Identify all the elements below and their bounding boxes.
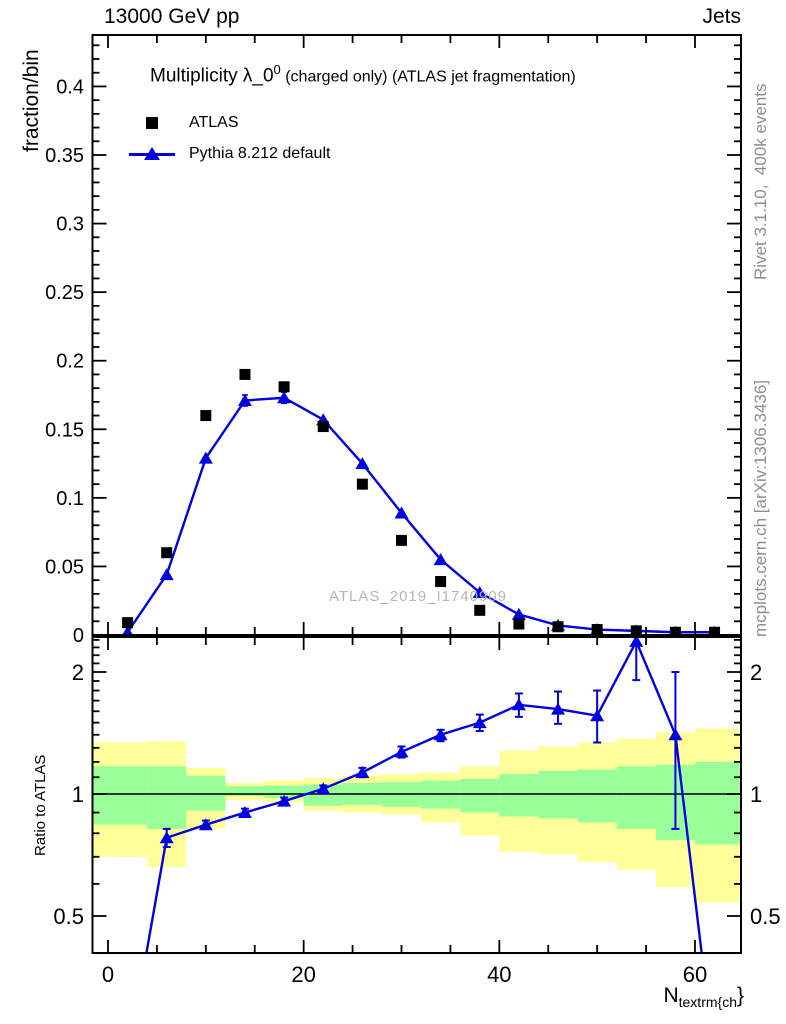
ratio-point bbox=[159, 831, 174, 844]
ratio-point bbox=[590, 709, 605, 722]
x-axis-label-prefix: N bbox=[663, 984, 679, 1007]
atlas-point bbox=[669, 626, 681, 634]
header-analysis-label: Jets bbox=[702, 5, 741, 28]
ratio-curve bbox=[145, 638, 703, 952]
x-axis-label-subscript: textrm{ch bbox=[678, 994, 737, 1011]
ratio-plot-frame bbox=[91, 636, 742, 954]
ratio-point bbox=[668, 728, 683, 741]
atlas-point bbox=[552, 621, 564, 633]
ratio-point bbox=[198, 818, 213, 831]
ratio-point bbox=[551, 702, 566, 715]
ratio-point bbox=[237, 806, 252, 819]
svg-text:0.3: 0.3 bbox=[56, 214, 84, 236]
pythia-point bbox=[511, 607, 526, 620]
svg-text:0.5: 0.5 bbox=[53, 904, 84, 929]
analysis-watermark: ATLAS_2019_I1740909 bbox=[329, 588, 508, 605]
plot-title-prefix: Multiplicity λ_0 bbox=[150, 65, 274, 87]
mcplots-arxiv-note: mcplots.cern.ch [arXiv:1306.3436] bbox=[751, 379, 770, 637]
svg-text:0.2: 0.2 bbox=[56, 351, 84, 373]
pythia-point bbox=[277, 391, 292, 404]
uncertainty-bands bbox=[93, 728, 740, 903]
atlas-point bbox=[513, 618, 525, 630]
header-beam-label: 13000 GeV pp bbox=[104, 5, 240, 28]
svg-text:0: 0 bbox=[102, 962, 114, 987]
pythia-curve bbox=[126, 396, 715, 634]
plot-title-suffix: (charged only) (ATLAS jet fragmentation) bbox=[280, 68, 576, 86]
ratio-point bbox=[316, 782, 331, 795]
axis-ticks bbox=[92, 35, 741, 953]
ratio-point bbox=[629, 638, 644, 647]
pythia-point bbox=[355, 457, 370, 470]
ratio-point bbox=[472, 716, 487, 729]
ratio-point bbox=[433, 728, 448, 741]
atlas-point bbox=[239, 368, 251, 380]
atlas-point bbox=[435, 576, 447, 588]
atlas-point bbox=[395, 534, 407, 546]
pythia-point bbox=[433, 553, 448, 566]
svg-text:0.5: 0.5 bbox=[750, 904, 781, 929]
pythia-point bbox=[198, 451, 213, 464]
svg-text:1: 1 bbox=[72, 782, 84, 807]
pythia-line-triangle-icon bbox=[129, 146, 175, 162]
legend-item-atlas: ATLAS bbox=[129, 108, 239, 138]
svg-text:20: 20 bbox=[291, 962, 315, 987]
svg-text:0.25: 0.25 bbox=[45, 282, 84, 304]
legend-item-pythia: Pythia 8.212 default bbox=[129, 139, 330, 169]
svg-text:0.15: 0.15 bbox=[45, 419, 84, 441]
svg-text:0: 0 bbox=[73, 625, 84, 647]
ratio-point bbox=[394, 745, 409, 758]
ratio-point bbox=[511, 698, 526, 711]
plot-title: Multiplicity λ_00 (charged only) (ATLAS … bbox=[150, 62, 576, 87]
atlas-point bbox=[317, 421, 329, 433]
svg-text:0.35: 0.35 bbox=[45, 145, 84, 167]
pythia-point bbox=[394, 506, 409, 519]
ratio-point bbox=[277, 794, 292, 807]
tick-labels: 00.050.10.150.20.250.30.350.40.5 0.51 12 20… bbox=[45, 76, 781, 987]
pythia-point bbox=[122, 625, 133, 634]
svg-text:2: 2 bbox=[72, 660, 84, 685]
rivet-version-note: Rivet 3.1.10, 400k events bbox=[751, 83, 770, 280]
svg-text:0.4: 0.4 bbox=[56, 76, 84, 98]
x-axis-label: Ntextrm{ch} bbox=[663, 984, 744, 1010]
svg-text:2: 2 bbox=[750, 660, 762, 685]
atlas-point bbox=[200, 410, 212, 422]
pythia-point bbox=[472, 585, 487, 598]
atlas-point bbox=[122, 617, 134, 629]
atlas-point bbox=[278, 381, 290, 393]
atlas-point bbox=[356, 478, 368, 490]
ratio-point bbox=[355, 765, 370, 778]
svg-text:1: 1 bbox=[750, 782, 762, 807]
svg-text:60: 60 bbox=[683, 962, 707, 987]
svg-text:40: 40 bbox=[487, 962, 511, 987]
atlas-point bbox=[474, 604, 486, 616]
legend-label-pythia: Pythia 8.212 default bbox=[189, 145, 331, 162]
pythia-point bbox=[159, 568, 174, 581]
plot-title-superscript: 0 bbox=[273, 62, 281, 77]
main-panel-data bbox=[122, 368, 721, 634]
main-plot-frame bbox=[91, 34, 742, 636]
pythia-point bbox=[237, 393, 252, 406]
svg-text:0.1: 0.1 bbox=[56, 488, 84, 510]
atlas-point bbox=[630, 625, 642, 634]
atlas-point bbox=[161, 547, 173, 559]
atlas-square-icon bbox=[129, 115, 175, 131]
ratio-y-axis-label: Ratio to ATLAS bbox=[32, 754, 49, 856]
main-y-axis-label: fraction/bin bbox=[20, 49, 43, 152]
svg-text:0.05: 0.05 bbox=[45, 556, 84, 578]
atlas-point bbox=[709, 626, 721, 634]
x-axis-label-closebrace: } bbox=[736, 984, 744, 1007]
ratio-panel-data bbox=[145, 638, 703, 952]
legend-label-atlas: ATLAS bbox=[189, 114, 239, 131]
